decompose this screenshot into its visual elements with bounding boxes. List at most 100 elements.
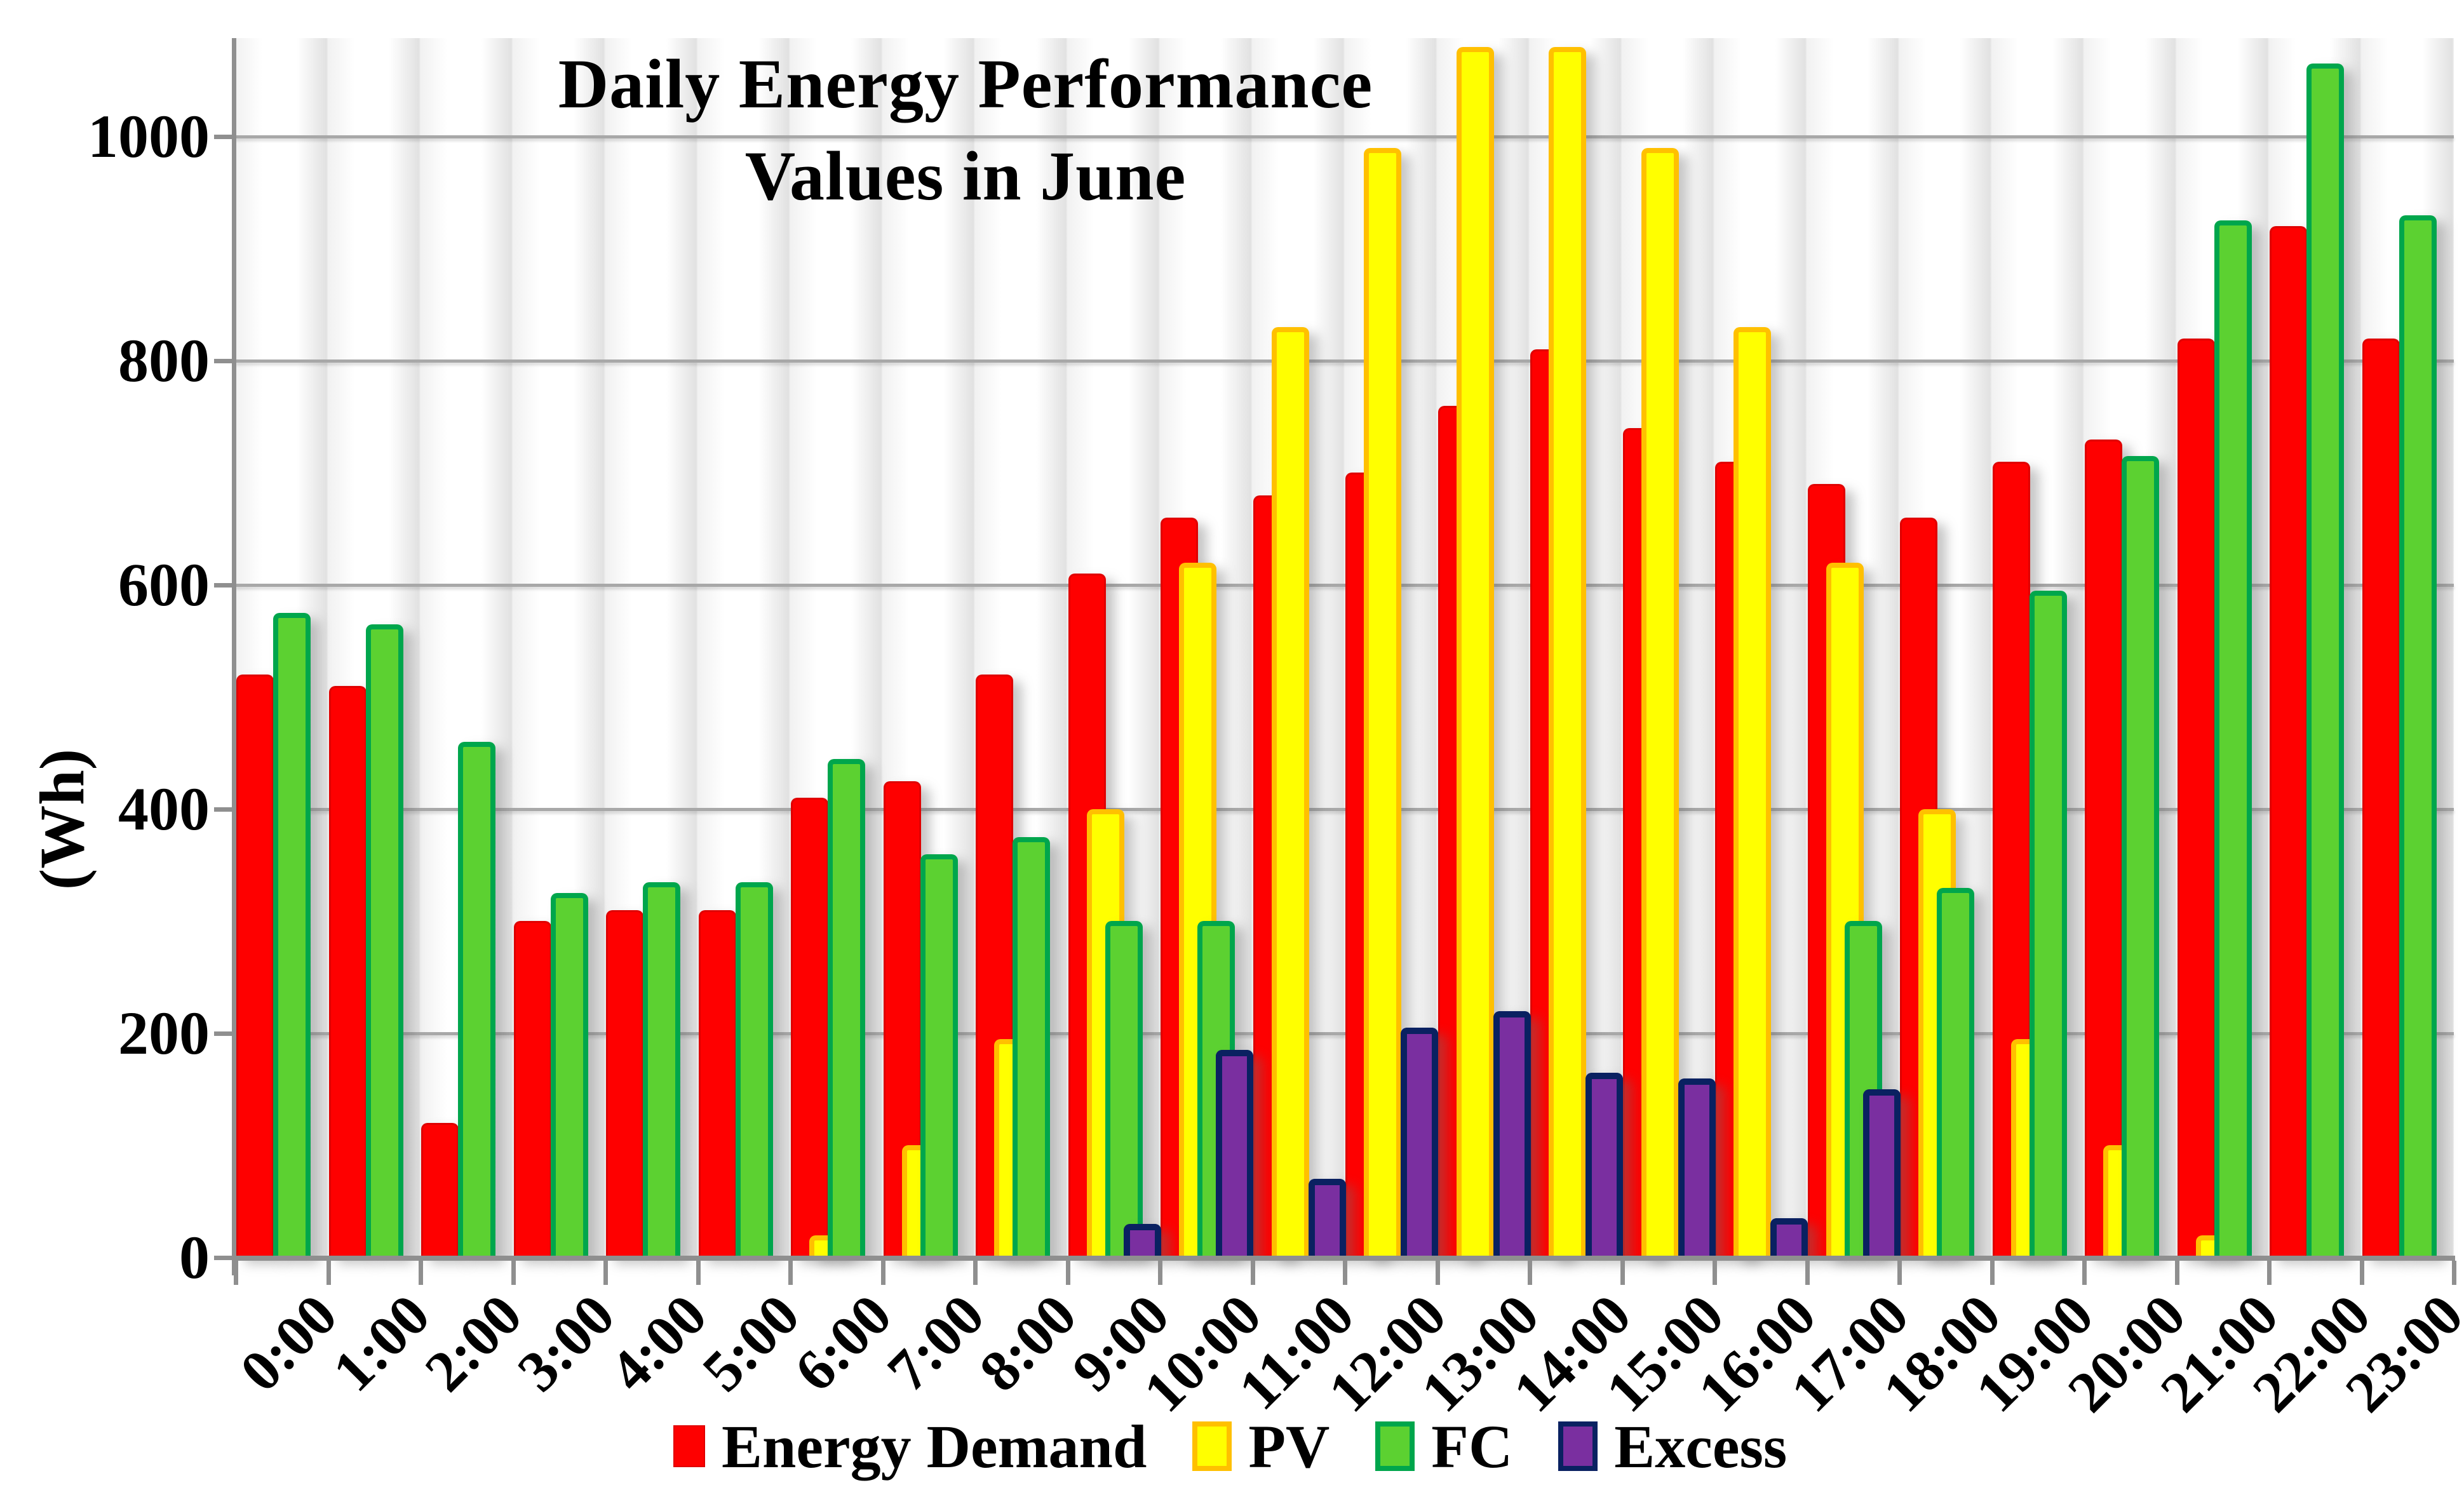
- y-tick-600: [214, 583, 232, 588]
- bar-pv-11:00: [1271, 327, 1309, 1258]
- legend-item-pv: PV: [1192, 1411, 1330, 1482]
- legend: Energy Demand PV FC Excess: [673, 1405, 1787, 1487]
- bar-excess-16:00: [1770, 1218, 1808, 1258]
- legend-label-energy-demand: Energy Demand: [722, 1412, 1147, 1481]
- y-tick-800: [214, 359, 232, 363]
- gridline-1000: [236, 135, 2454, 138]
- bar-energy-demand-3:00: [513, 921, 551, 1258]
- gridline-200: [236, 1032, 2454, 1035]
- bar-fc-4:00: [643, 882, 680, 1258]
- bar-energy-demand-23:00: [2362, 339, 2400, 1258]
- bar-fc-7:00: [920, 854, 958, 1258]
- bar-fc-1:00: [365, 624, 403, 1258]
- x-tick-23: [2359, 1261, 2364, 1285]
- x-tick-17: [1805, 1261, 1810, 1285]
- bar-energy-demand-5:00: [698, 910, 736, 1258]
- legend-label-excess: Excess: [1614, 1412, 1787, 1481]
- bar-fc-20:00: [2122, 456, 2159, 1258]
- gridline-800: [236, 359, 2454, 363]
- bar-fc-21:00: [2214, 220, 2252, 1258]
- bar-pv-14:00: [1549, 47, 1586, 1258]
- y-tick-label-0: 0: [179, 1223, 210, 1291]
- bar-excess-14:00: [1585, 1073, 1623, 1258]
- y-tick-label-800: 800: [118, 326, 210, 394]
- y-tick-200: [214, 1031, 232, 1036]
- y-tick-400: [214, 807, 232, 812]
- x-tick-15: [1620, 1261, 1625, 1285]
- bar-fc-8:00: [1013, 837, 1050, 1258]
- y-tick-label-1000: 1000: [88, 102, 210, 170]
- x-tick-4: [603, 1261, 608, 1285]
- bar-fc-18:00: [1937, 888, 1974, 1258]
- bar-excess-13:00: [1493, 1011, 1531, 1258]
- chart-title-line2: Values in June: [744, 137, 1187, 215]
- bar-fc-6:00: [828, 759, 865, 1258]
- bar-pv-13:00: [1456, 47, 1494, 1258]
- gridline-400: [236, 808, 2454, 811]
- x-tick-10: [1158, 1261, 1162, 1285]
- x-tick-18: [1897, 1261, 1902, 1285]
- x-tick-7: [880, 1261, 885, 1285]
- bar-energy-demand-22:00: [2270, 226, 2307, 1258]
- x-tick-6: [788, 1261, 793, 1285]
- x-tick-24: [2452, 1261, 2456, 1285]
- gridline-600: [236, 584, 2454, 587]
- x-tick-16: [1713, 1261, 1717, 1285]
- x-axis-line: [232, 1256, 2455, 1261]
- x-tick-12: [1343, 1261, 1347, 1285]
- x-tick-20: [2082, 1261, 2087, 1285]
- chart-title-line1: Daily Energy Performance: [558, 45, 1373, 123]
- bar-energy-demand-6:00: [791, 798, 828, 1258]
- bar-excess-9:00: [1123, 1224, 1161, 1258]
- bar-fc-0:00: [273, 613, 311, 1258]
- x-tick-1: [326, 1261, 331, 1285]
- bar-energy-demand-2:00: [421, 1123, 459, 1258]
- legend-swatch-energy-demand: [673, 1425, 705, 1467]
- bar-excess-17:00: [1862, 1089, 1901, 1258]
- legend-item-fc: FC: [1375, 1411, 1512, 1482]
- y-tick-label-600: 600: [118, 551, 210, 619]
- x-tick-11: [1250, 1261, 1255, 1285]
- bar-fc-9:00: [1105, 921, 1143, 1258]
- bar-pv-12:00: [1364, 148, 1401, 1258]
- y-tick-1000: [214, 135, 232, 139]
- legend-label-fc: FC: [1431, 1412, 1513, 1481]
- x-tick-13: [1435, 1261, 1440, 1285]
- x-tick-2: [419, 1261, 423, 1285]
- bar-excess-12:00: [1401, 1028, 1438, 1258]
- bar-fc-3:00: [550, 893, 588, 1258]
- bar-excess-11:00: [1308, 1179, 1346, 1258]
- x-tick-22: [2267, 1261, 2272, 1285]
- legend-swatch-fc: [1375, 1421, 1415, 1471]
- bar-energy-demand-0:00: [236, 675, 274, 1258]
- legend-swatch-pv: [1192, 1421, 1232, 1471]
- legend-label-pv: PV: [1248, 1412, 1330, 1481]
- bar-fc-23:00: [2399, 215, 2437, 1258]
- bar-fc-22:00: [2306, 64, 2344, 1258]
- bar-fc-5:00: [735, 882, 773, 1258]
- x-tick-9: [1065, 1261, 1070, 1285]
- bar-excess-15:00: [1678, 1078, 1716, 1258]
- y-tick-0: [214, 1256, 232, 1260]
- y-axis-line: [232, 38, 236, 1275]
- x-tick-8: [973, 1261, 978, 1285]
- bar-excess-10:00: [1216, 1050, 1253, 1258]
- x-tick-3: [511, 1261, 516, 1285]
- legend-item-excess: Excess: [1558, 1411, 1787, 1482]
- x-tick-0: [234, 1261, 238, 1285]
- y-axis-title: (Wh): [27, 748, 97, 890]
- x-tick-5: [696, 1261, 701, 1285]
- bar-energy-demand-20:00: [2085, 440, 2122, 1258]
- chart-title: Daily Energy Performance Values in June: [521, 38, 1410, 222]
- bar-fc-19:00: [2029, 591, 2067, 1258]
- bar-energy-demand-1:00: [328, 686, 367, 1258]
- y-tick-label-400: 400: [118, 775, 210, 843]
- x-tick-14: [1528, 1261, 1532, 1285]
- x-tick-21: [2174, 1261, 2179, 1285]
- x-tick-19: [1989, 1261, 1995, 1285]
- bar-fc-2:00: [458, 742, 495, 1258]
- legend-swatch-excess: [1558, 1421, 1598, 1471]
- bar-energy-demand-21:00: [2177, 339, 2215, 1258]
